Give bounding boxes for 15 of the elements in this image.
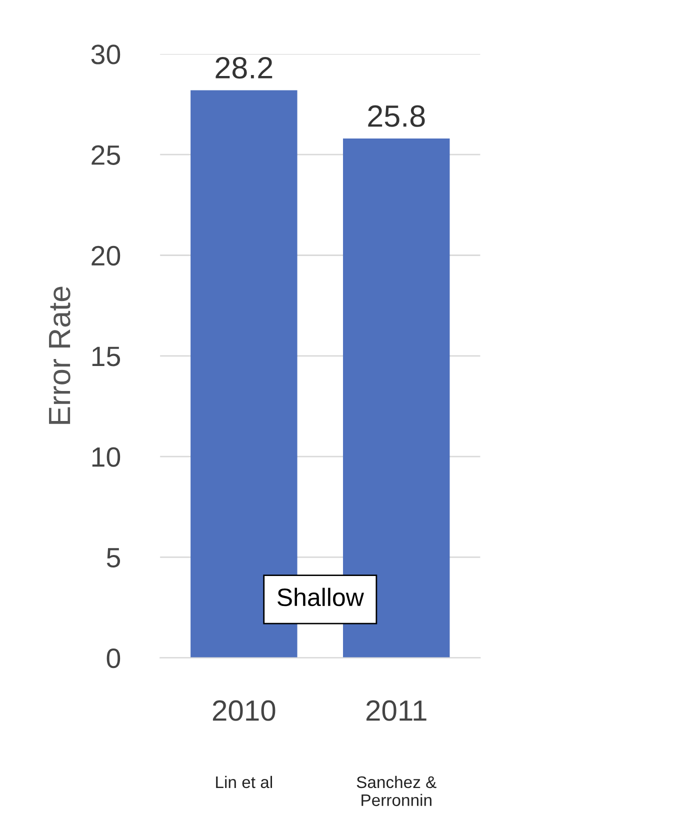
y-tick-label: 20 bbox=[92, 246, 120, 266]
y-tick-label: 25 bbox=[92, 145, 120, 165]
y-tick-label: 0 bbox=[106, 648, 120, 668]
text: Lin et al bbox=[216, 776, 272, 788]
annotation: Shallow bbox=[278, 588, 364, 606]
y-axis-title: Error Rate bbox=[49, 286, 70, 424]
y-tick-label: 5 bbox=[106, 548, 120, 568]
y-tick-label: 15 bbox=[92, 346, 120, 366]
x-tick-label: 2010 bbox=[212, 700, 276, 721]
data-label: 25.8 bbox=[368, 105, 425, 127]
y-tick-label: 30 bbox=[91, 44, 120, 64]
y-tick-label: 10 bbox=[92, 447, 120, 467]
x-tick-label: 2011 bbox=[366, 700, 426, 721]
text: Sanchez & Perronnin bbox=[356, 776, 436, 806]
data-label: 28.2 bbox=[216, 56, 272, 79]
